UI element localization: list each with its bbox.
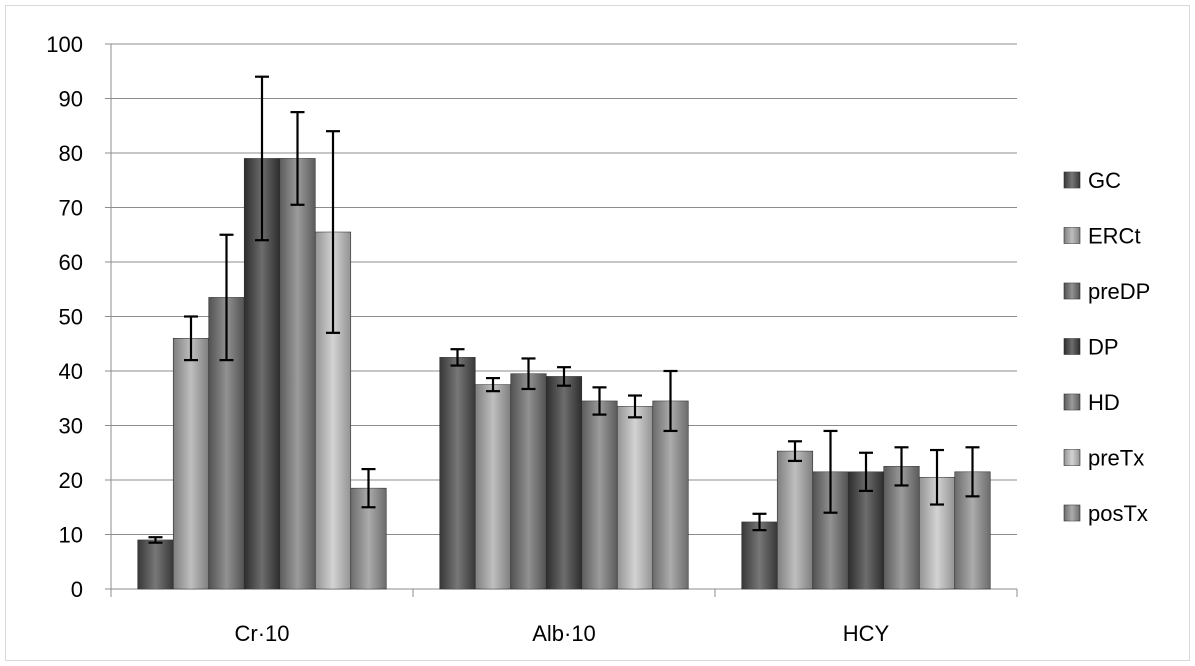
bar-shading <box>617 406 653 589</box>
legend-label: DP <box>1088 335 1119 360</box>
legend-swatch-shading <box>1064 505 1080 521</box>
bar-shading <box>581 400 618 589</box>
y-tick-label: 50 <box>59 305 83 330</box>
bars <box>137 158 991 590</box>
bar-shading <box>741 521 778 589</box>
bar-shading <box>777 451 813 589</box>
bar-shading <box>652 400 689 589</box>
error-bars <box>148 75 980 544</box>
y-tick-label: 70 <box>59 196 83 221</box>
legend-label: HD <box>1088 390 1120 415</box>
legend-swatch-shading <box>1064 449 1080 466</box>
x-tick-label: Cr·10 <box>234 621 289 646</box>
bar-shading <box>475 384 511 589</box>
y-tick-label: 20 <box>59 468 83 493</box>
y-tick-label: 0 <box>71 577 83 602</box>
y-tick-label: 40 <box>59 359 83 384</box>
bar-shading <box>510 373 547 589</box>
chart-frame: 0 10 20 30 40 50 60 70 80 90 100 Cr·10 Alb·10 HCY GC E… <box>5 5 1190 661</box>
bar-shading <box>883 466 920 589</box>
legend-label: preTx <box>1088 446 1144 471</box>
bar-shading <box>279 158 316 589</box>
y-tick-label: 30 <box>59 414 83 439</box>
y-tick-label: 10 <box>59 523 83 548</box>
x-tick-label: HCY <box>843 621 890 646</box>
legend-swatch-shading <box>1064 394 1080 410</box>
legend-swatch-shading <box>1064 172 1080 188</box>
y-tick-label: 90 <box>59 87 83 112</box>
x-tick-label: Alb·10 <box>532 621 596 646</box>
bar-chart: 0 10 20 30 40 50 60 70 80 90 100 Cr·10 Alb·10 HCY GC E… <box>46 32 1150 646</box>
legend-swatch-shading <box>1064 283 1080 299</box>
bar-shading <box>173 338 209 589</box>
legend-swatch-shading <box>1064 227 1080 244</box>
legend-label: posTx <box>1088 501 1148 526</box>
legend-label: GC <box>1088 168 1121 193</box>
bar-shading <box>439 357 476 589</box>
legend-swatch-shading <box>1064 338 1080 355</box>
legend-label: preDP <box>1088 279 1150 304</box>
bar-shading <box>137 539 174 589</box>
y-tick-label: 60 <box>59 250 83 275</box>
y-tick-label: 80 <box>59 141 83 166</box>
bar-shading <box>546 376 582 589</box>
legend-label: ERCt <box>1088 224 1141 249</box>
legend: GC ERCt preDP DP HD preTx posTx <box>1063 168 1150 526</box>
axes: 0 10 20 30 40 50 60 70 80 90 100 Cr·10 Alb·10 HCY <box>46 32 1018 646</box>
y-tick-label: 100 <box>46 32 83 57</box>
